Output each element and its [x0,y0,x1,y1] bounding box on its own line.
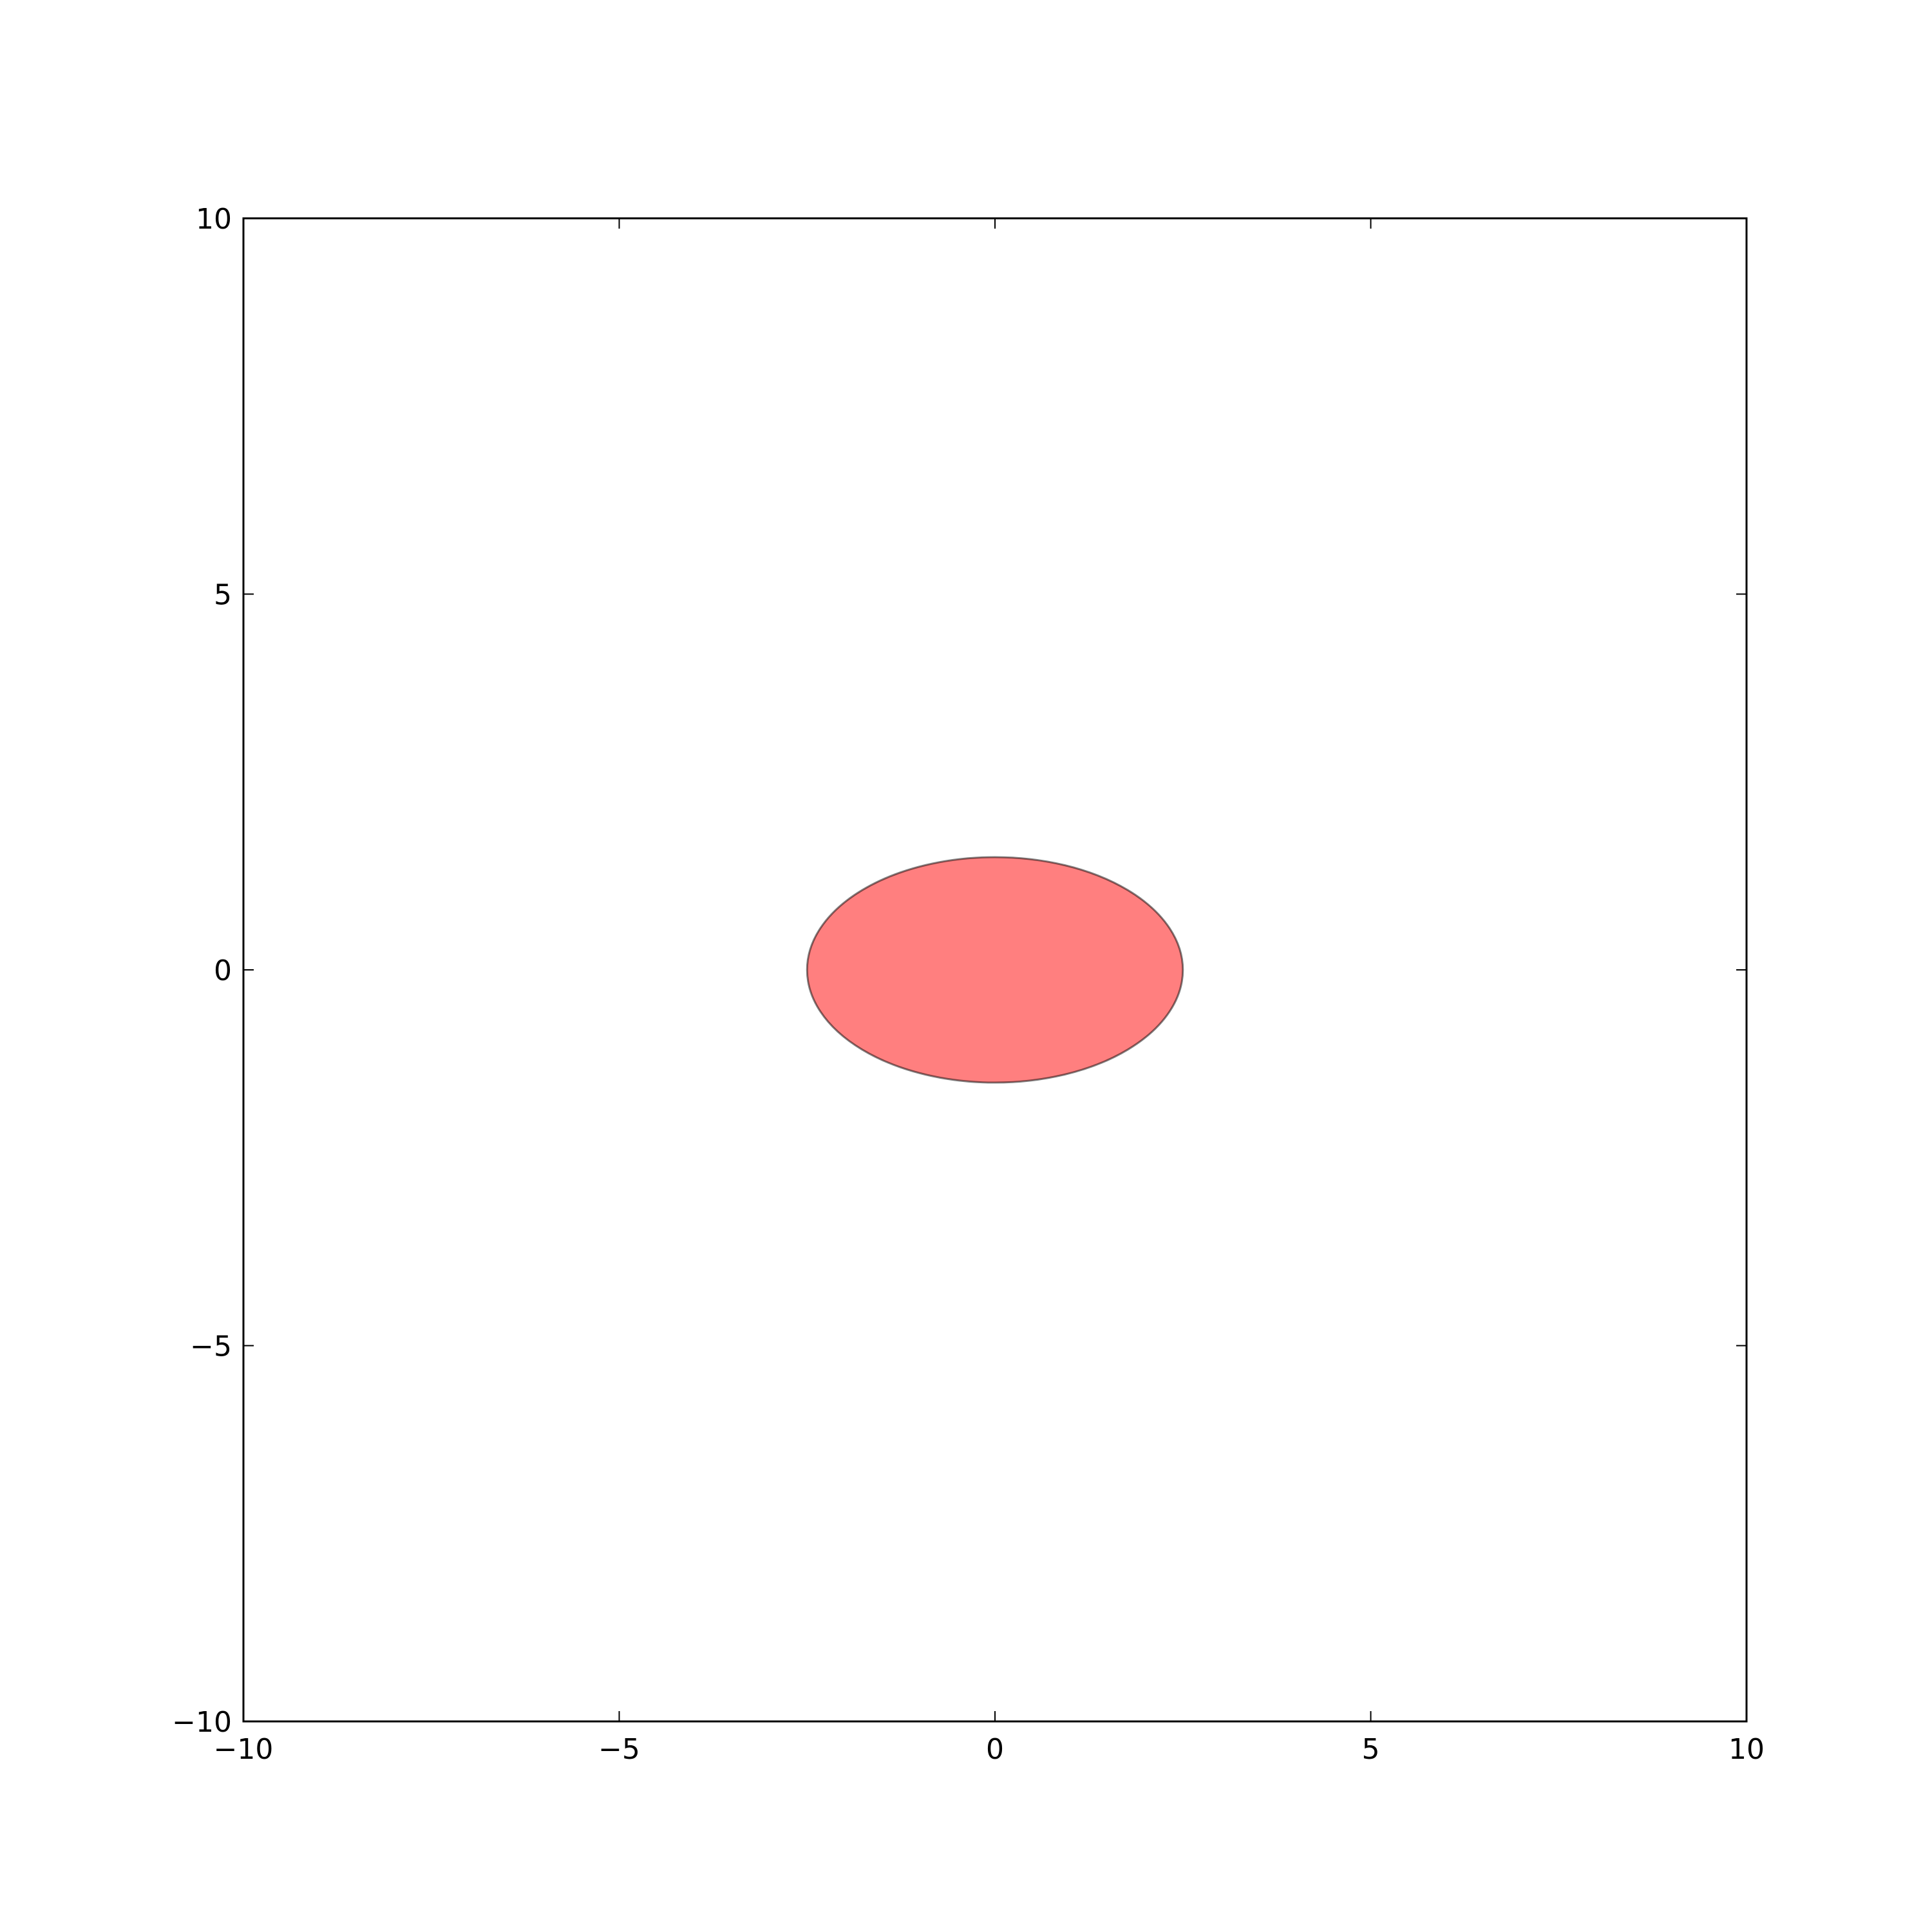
marks-layer [806,856,1184,1084]
x-tick-label: −5 [598,1733,640,1766]
ticks-layer: −10 −5 0 5 10 −10 −5 0 5 10 [172,203,1765,1766]
y-tick-label: 10 [196,203,232,236]
x-tick-label: −10 [214,1733,274,1766]
x-tick-label: 0 [986,1733,1004,1766]
y-tick-label: 5 [214,579,232,612]
x-tick-label: 5 [1362,1733,1380,1766]
ellipse-0 [806,856,1184,1084]
axes-frame [242,217,1748,1723]
y-tick-label: −5 [190,1331,232,1363]
x-tick-label: 10 [1728,1733,1765,1766]
y-tick-label: −10 [172,1706,232,1739]
y-tick-label: 0 [214,954,232,987]
